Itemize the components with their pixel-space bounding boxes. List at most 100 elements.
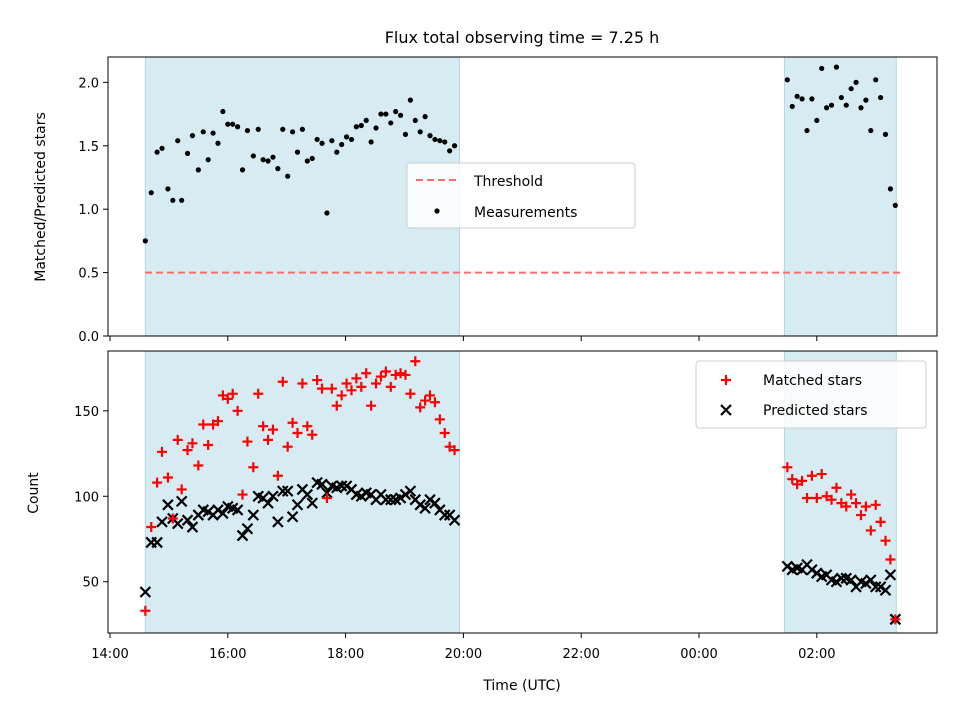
predicted-point-19	[236, 529, 249, 542]
predicted-point-35	[316, 478, 328, 491]
measurement-point-27	[280, 126, 286, 132]
measurement-point-64	[789, 103, 795, 110]
matched-point-84	[885, 554, 896, 565]
threshold-legend-label: Threshold	[473, 174, 543, 190]
predicted-point-80	[865, 574, 877, 586]
matched-point-67	[801, 492, 812, 503]
predicted-point-60	[438, 509, 451, 521]
matched-point-66	[797, 475, 808, 486]
matched-point-12	[203, 440, 214, 450]
predicted-point-53	[404, 485, 417, 497]
measurement-point-67	[804, 127, 810, 134]
matched-point-77	[851, 498, 862, 509]
measurement-point-31	[299, 126, 306, 132]
measurement-point-61	[447, 148, 453, 154]
matched-point-68	[806, 470, 817, 481]
measurement-point-40	[343, 134, 350, 140]
matched-point-72	[826, 494, 837, 505]
predicted-point-18	[231, 504, 244, 516]
matched-point-20	[242, 436, 253, 447]
predicted-point-81	[869, 581, 882, 593]
matched-legend-label: Matched stars	[763, 373, 862, 389]
matched-point-19	[237, 489, 248, 500]
measurement-point-57	[427, 133, 433, 139]
predicted-point-7	[175, 495, 188, 508]
matched-point-41	[346, 385, 357, 396]
matched-point-47	[375, 371, 386, 382]
measurement-point-63	[784, 77, 790, 83]
measurement-point-35	[319, 140, 325, 146]
matched-point-11	[198, 419, 209, 430]
matched-point-2	[152, 477, 163, 488]
measurement-point-71	[824, 105, 830, 111]
matched-point-62	[449, 445, 460, 456]
measurement-point-12	[205, 157, 211, 163]
measurement-point-18	[235, 124, 241, 130]
measurement-point-46	[373, 125, 379, 131]
matched-point-29	[287, 417, 298, 428]
bottom-xtick-label-1: 16:00	[209, 647, 246, 662]
measurement-point-69	[814, 117, 820, 124]
measurement-point-47	[378, 111, 384, 117]
measurement-point-73	[833, 64, 840, 70]
bottom-axes: 50 100 150 14:00 16:00 18:00 20:00 22:00 00:00 02…	[74, 350, 938, 662]
predicted-point-3	[156, 516, 168, 528]
matched-point-44	[361, 368, 372, 379]
bottom-ytick-label-2: 150	[74, 405, 99, 420]
measurement-point-72	[828, 102, 835, 108]
matched-point-28	[282, 441, 293, 452]
matched-point-6	[172, 434, 183, 445]
bottom-legend-box	[695, 360, 927, 429]
measurement-point-24	[265, 158, 271, 164]
top-axes: 0.0 0.5 1.0 1.5 2.0	[78, 56, 938, 345]
x-axis-label: Time (UTC)	[482, 678, 560, 694]
bottom-xtick-label-5: 00:00	[680, 647, 717, 662]
measurement-point-56	[422, 114, 428, 120]
top-ytick-label-2: 1.0	[78, 203, 99, 218]
measurement-point-85	[892, 202, 898, 208]
matched-point-45	[366, 400, 377, 411]
measurement-point-77	[853, 79, 859, 85]
predicted-point-74	[835, 572, 848, 585]
measurement-point-44	[363, 117, 369, 124]
measurement-point-80	[868, 127, 874, 134]
matched-point-16	[222, 393, 233, 404]
matched-point-59	[434, 414, 445, 425]
chart-title: Flux total observing time = 7.25 h	[385, 28, 660, 47]
predicted-point-6	[171, 517, 184, 530]
measurement-point-28	[285, 173, 291, 179]
measurement-point-75	[843, 102, 849, 108]
matched-point-48	[380, 366, 391, 377]
predicted-point-48	[380, 493, 392, 506]
matched-point-58	[429, 397, 440, 408]
bottom-legend: Matched stars Predicted stars	[695, 360, 927, 429]
matched-point-51	[395, 368, 406, 379]
measurement-point-5	[170, 197, 176, 203]
measurement-point-8	[184, 150, 191, 156]
measurement-point-3	[159, 145, 165, 151]
matched-point-49	[385, 381, 396, 392]
matched-point-21	[248, 462, 259, 473]
measurement-point-83	[882, 131, 889, 137]
bottom-ytick-label-0: 50	[82, 576, 99, 591]
top-ytick-label-3: 1.5	[78, 140, 99, 155]
top-ytick-label-0: 0.0	[78, 330, 99, 345]
matched-point-73	[831, 482, 842, 493]
matched-point-5	[167, 513, 178, 524]
bottom-frame	[107, 350, 938, 634]
bottom-plot-data	[139, 356, 902, 626]
predicted-point-15	[217, 507, 229, 520]
matched-point-83	[880, 535, 891, 546]
predicted-point-76	[845, 574, 857, 586]
measurement-point-42	[353, 124, 359, 130]
measurement-point-6	[175, 138, 181, 144]
predicted-point-2	[151, 536, 163, 549]
predicted-point-32	[301, 488, 314, 501]
matched-point-22	[253, 388, 264, 399]
measurement-point-26	[275, 166, 281, 172]
bottom-xtick-label-3: 20:00	[445, 647, 482, 662]
measurement-point-22	[255, 126, 261, 132]
predicted-point-58	[429, 497, 441, 509]
top-legend: Threshold Measurements	[406, 162, 636, 229]
